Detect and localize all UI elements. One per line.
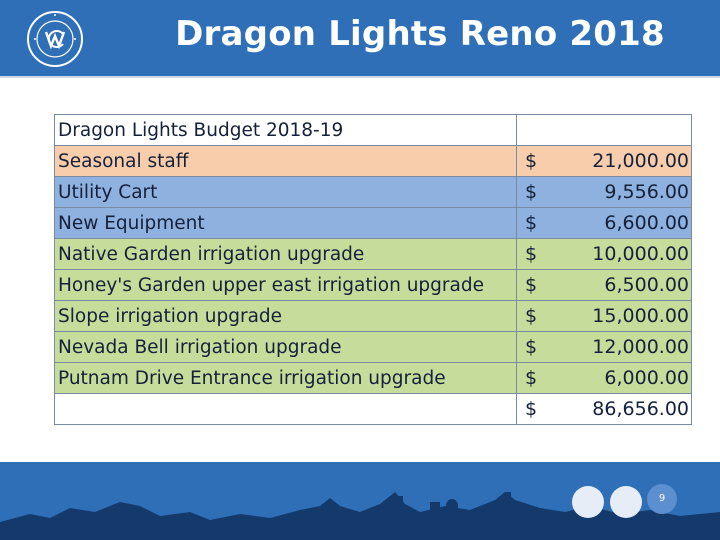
row-label: Native Garden irrigation upgrade [54,238,517,270]
row-amount: $10,000.00 [516,238,692,270]
currency-symbol: $ [525,336,538,358]
currency-symbol: $ [525,150,538,172]
amount-value: 6,600.00 [604,212,689,234]
budget-table: Dragon Lights Budget 2018-19 Seasonal st… [54,114,692,425]
currency-symbol: $ [525,305,538,327]
total-label [54,393,517,425]
row-label: Utility Cart [54,176,517,208]
table-row: Utility Cart $9,556.00 [54,176,692,208]
header-bar [0,0,720,76]
amount-value: 9,556.00 [604,181,689,203]
currency-symbol: $ [525,274,538,296]
amount-value: 10,000.00 [592,243,689,265]
total-value: 86,656.00 [592,398,689,420]
table-title-row: Dragon Lights Budget 2018-19 [54,114,692,146]
row-amount: $12,000.00 [516,331,692,363]
currency-symbol: $ [525,367,538,389]
row-label: Seasonal staff [54,145,517,177]
row-amount: $9,556.00 [516,176,692,208]
table-row: New Equipment $6,600.00 [54,207,692,239]
row-label: New Equipment [54,207,517,239]
amount-value: 6,000.00 [604,367,689,389]
county-seal-icon [27,11,83,67]
table-row: Honey's Garden upper east irrigation upg… [54,269,692,301]
amount-value: 12,000.00 [592,336,689,358]
table-row: Seasonal staff $21,000.00 [54,145,692,177]
table-row: Putnam Drive Entrance irrigation upgrade… [54,362,692,394]
currency-symbol: $ [525,212,538,234]
currency-symbol: $ [525,243,538,265]
decorative-dot [610,486,642,518]
budget-title: Dragon Lights Budget 2018-19 [54,114,517,146]
table-row: Native Garden irrigation upgrade $10,000… [54,238,692,270]
budget-title-amount-cell [516,114,692,146]
city-skyline-icon [0,492,720,540]
row-label: Nevada Bell irrigation upgrade [54,331,517,363]
amount-value: 6,500.00 [604,274,689,296]
row-amount: $21,000.00 [516,145,692,177]
table-row: Slope irrigation upgrade $15,000.00 [54,300,692,332]
page-title: Dragon Lights Reno 2018 [175,14,665,54]
row-amount: $6,000.00 [516,362,692,394]
row-amount: $15,000.00 [516,300,692,332]
row-label: Slope irrigation upgrade [54,300,517,332]
page-indicator-dot [647,484,677,514]
total-amount: $86,656.00 [516,393,692,425]
row-amount: $6,500.00 [516,269,692,301]
currency-symbol: $ [525,398,538,420]
page-number: 9 [658,493,666,504]
decorative-dot [572,486,604,518]
header-divider [0,76,720,78]
currency-symbol: $ [525,181,538,203]
total-row: $86,656.00 [54,393,692,425]
row-label: Putnam Drive Entrance irrigation upgrade [54,362,517,394]
row-label: Honey's Garden upper east irrigation upg… [54,269,517,301]
table-row: Nevada Bell irrigation upgrade $12,000.0… [54,331,692,363]
amount-value: 15,000.00 [592,305,689,327]
footer-bar [0,462,720,540]
amount-value: 21,000.00 [592,150,689,172]
row-amount: $6,600.00 [516,207,692,239]
